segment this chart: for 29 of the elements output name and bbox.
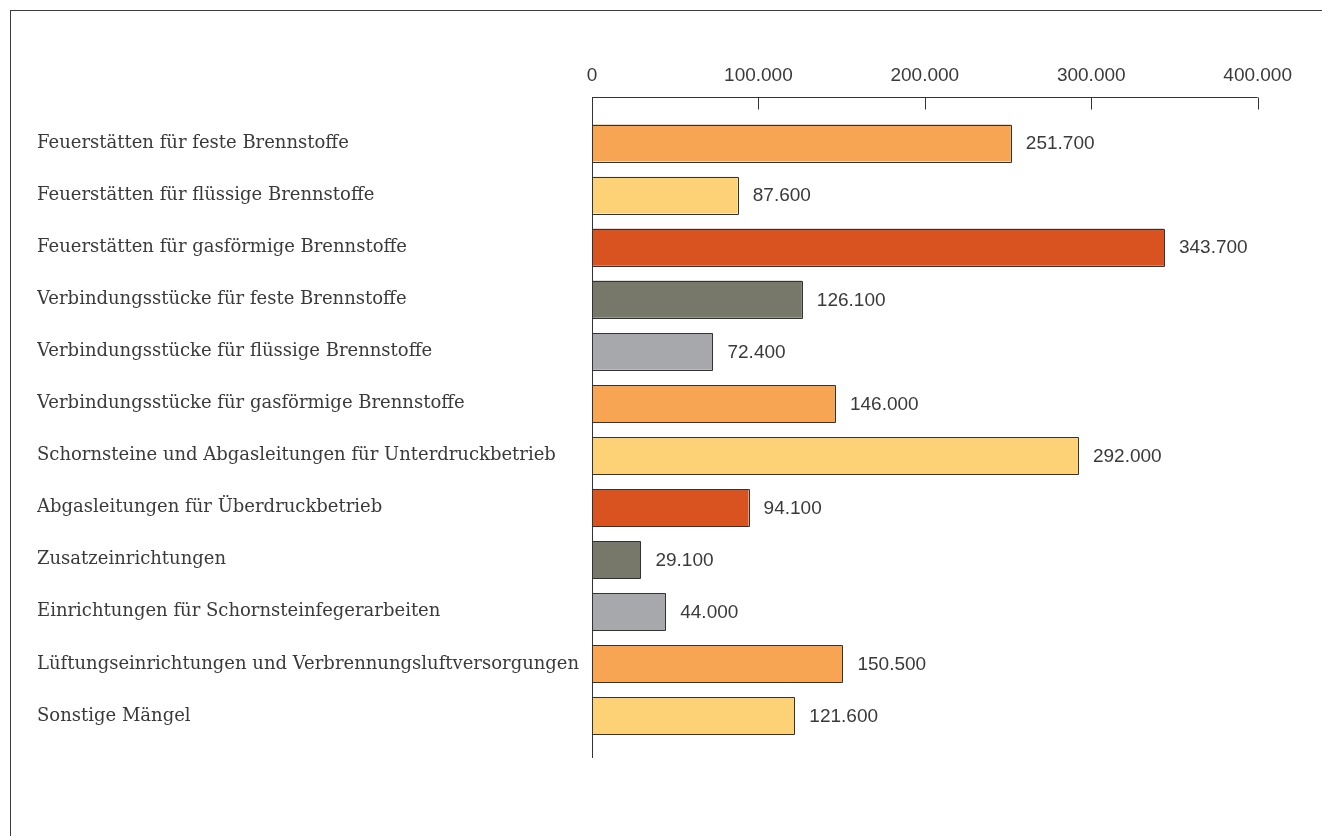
data-label: 72.400	[727, 340, 786, 362]
data-label: 343.700	[1178, 236, 1248, 258]
y-tick-label: Lüftungseinrichtungen und Verbrennungsluftversorgungen	[37, 651, 580, 673]
data-label: 44.000	[680, 601, 739, 623]
data-label: 87.600	[752, 184, 811, 206]
data-label: 251.700	[1025, 132, 1095, 154]
data-label: 121.600	[809, 705, 879, 727]
y-tick-label: Schornsteine und Abgasleitungen für Unterdruckbetrieb	[37, 443, 556, 465]
y-tick-label: Verbindungsstücke für feste Brennstoffe	[36, 286, 407, 308]
x-tick-label: 0	[586, 63, 598, 85]
y-tick-label: Sonstige Mängel	[37, 703, 191, 725]
data-label: 146.000	[849, 392, 919, 414]
y-tick-label: Feuerstätten für feste Brennstoffe	[37, 130, 349, 152]
y-tick-label: Einrichtungen für Schornsteinfegerarbeiten	[37, 599, 441, 621]
data-label: 150.500	[857, 653, 927, 675]
x-tick-label: 100.000	[724, 63, 793, 85]
x-tick-label: 400.000	[1223, 63, 1292, 85]
data-label: 29.100	[655, 548, 714, 570]
x-tick-label: 300.000	[1056, 63, 1126, 85]
y-tick-label: Zusatzeinrichtungen	[37, 547, 227, 569]
data-label: 94.100	[763, 496, 822, 518]
y-tick-label: Feuerstätten für gasförmige Brennstoffe	[37, 234, 407, 256]
y-tick-label: Feuerstätten für flüssige Brennstoffe	[37, 182, 375, 204]
y-tick-label: Abgasleitungen für Überdruckbetrieb	[36, 494, 383, 517]
x-tick-label: 200.000	[890, 63, 960, 85]
y-tick-label: Verbindungsstücke für flüssige Brennstoffe	[36, 339, 433, 361]
data-label: 126.100	[816, 288, 886, 310]
y-tick-label: Verbindungsstücke für gasförmige Brennstoffe	[36, 391, 465, 413]
data-label: 292.000	[1092, 444, 1162, 466]
